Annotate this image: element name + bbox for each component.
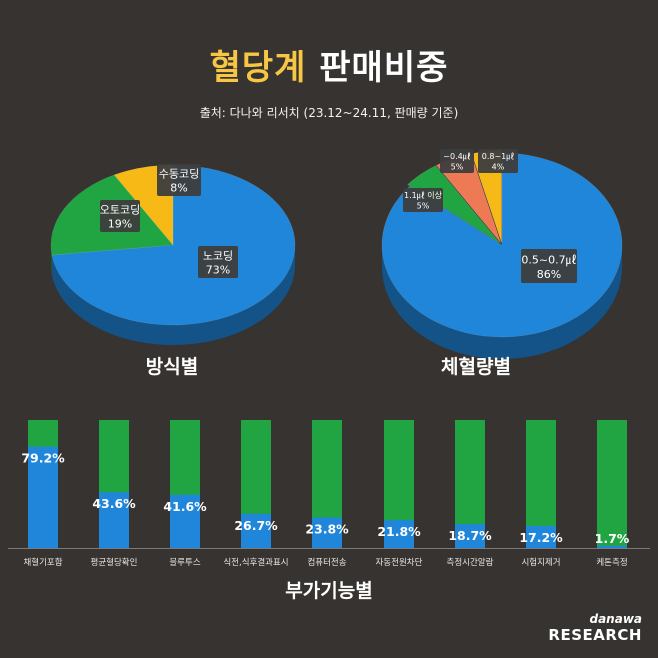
pie2-caption: 체혈량별	[441, 356, 511, 378]
pie1-label-name-1: 노코딩	[203, 249, 233, 262]
pie2-side-1	[382, 245, 622, 359]
pie2-label-name-1: 0.5~0.7㎕	[521, 253, 576, 266]
pie1-label-3: 수동코딩 8%	[157, 164, 201, 196]
bar-value-label-3: 41.6%	[163, 499, 207, 514]
bar-category-label-9: 케톤측정	[596, 557, 627, 568]
bar-value-label-1: 79.2%	[21, 451, 65, 466]
bar-value-label-4: 26.7%	[234, 518, 278, 533]
pie1-label-2: 오토코딩 19%	[100, 200, 140, 232]
bar-3	[170, 494, 200, 548]
pie1-label-value-2: 19%	[108, 218, 132, 231]
bar-category-label-8: 시험지제거	[521, 558, 560, 568]
bar-2	[99, 492, 129, 548]
bar-category-label-5: 컴퓨터전송	[307, 557, 346, 568]
pie2-label-2: 1.1㎕ 이상5%	[403, 188, 443, 212]
bar-5	[312, 517, 342, 548]
pie1-slice-1	[51, 164, 296, 326]
bar-category-label-3: 블루투스	[169, 557, 200, 568]
bar-value-label-9: 1.7%	[595, 531, 630, 546]
bar-category-label-2: 평균혈당확인	[91, 557, 138, 568]
pie-1	[50, 164, 296, 345]
logo-top: danawa	[589, 612, 642, 626]
title-rest: 판매비중	[319, 48, 449, 88]
bar-4	[241, 513, 271, 548]
pie1-label-1: 노코딩 73%	[198, 246, 238, 278]
bar-9	[597, 545, 627, 548]
bar-7	[455, 524, 485, 548]
title-highlight: 혈당계	[209, 48, 307, 88]
pie2-label-1: 0.5~0.7㎕ 86%	[521, 249, 577, 283]
pie1-side-1	[51, 245, 295, 345]
page-title: 혈당계 판매비중	[0, 40, 658, 89]
logo-bottom: RESEARCH	[548, 626, 642, 644]
pie1-label-value-3: 8%	[170, 182, 187, 195]
danawa-research-logo: danawa RESEARCH	[548, 612, 642, 644]
pie2-label-name-4: 0.8~1㎕	[482, 152, 515, 162]
bar-category-label-7: 측정시간알람	[447, 557, 494, 568]
bar-value-label-8: 17.2%	[519, 530, 563, 545]
pie2-label-value-3: 5%	[451, 163, 464, 172]
pie2-label-value-2: 5%	[417, 202, 430, 211]
pie2-label-name-3: ~0.4㎕	[443, 152, 470, 162]
pie1-label-value-1: 73%	[206, 264, 230, 277]
bar-value-label-7: 18.7%	[448, 528, 492, 543]
bar-1	[28, 446, 58, 548]
bar-remainder-9	[597, 420, 627, 548]
bar-category-label-1: 채혈기포함	[23, 557, 62, 568]
bar-6	[384, 520, 414, 548]
pie1-label-name-2: 오토코딩	[100, 203, 140, 216]
pie-2	[381, 150, 623, 359]
bar-8	[526, 525, 556, 548]
bar-caption: 부가기능별	[285, 580, 373, 602]
pie1-label-name-3: 수동코딩	[159, 167, 199, 180]
pie2-slice-1	[381, 152, 623, 338]
pie2-label-value-4: 4%	[492, 163, 505, 172]
bar-value-label-6: 21.8%	[377, 524, 421, 539]
pie2-slice-2	[407, 165, 501, 244]
pie1-side-2	[51, 245, 52, 276]
pie2-label-value-1: 86%	[537, 268, 561, 281]
bar-value-label-5: 23.8%	[305, 522, 349, 537]
bar-category-label-4: 식전,식후결과표시	[223, 557, 288, 568]
subtitle: 출처: 다나와 리서치 (23.12~24.11, 판매량 기준)	[199, 106, 459, 120]
bar-value-label-2: 43.6%	[92, 496, 136, 511]
pie2-label-name-2: 1.1㎕ 이상	[404, 190, 443, 201]
pie1-caption: 방식별	[145, 356, 199, 378]
bar-category-label-6: 자동전원차단	[376, 557, 423, 568]
